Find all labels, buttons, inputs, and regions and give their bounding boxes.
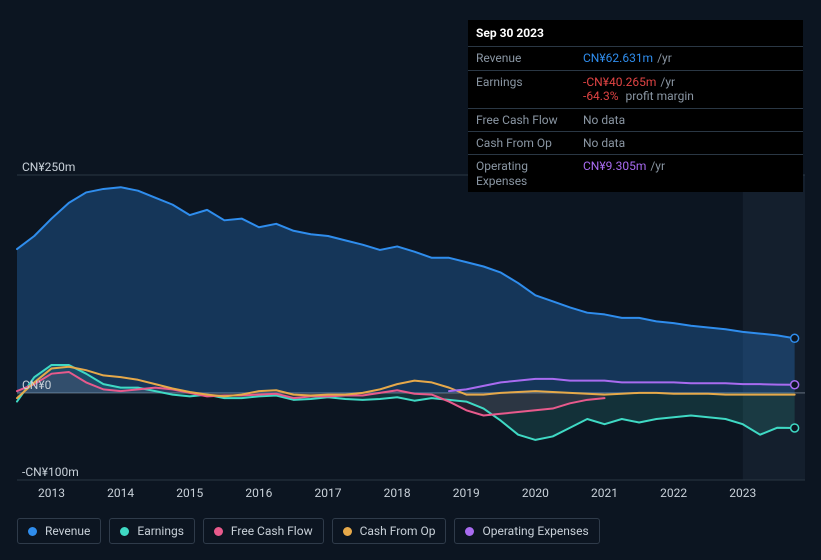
legend-item-operating-expenses[interactable]: Operating Expenses: [454, 518, 599, 544]
legend-label: Revenue: [45, 524, 90, 538]
x-axis-tick: 2018: [384, 486, 411, 500]
tooltip-row-value: CN¥9.305m/yr: [583, 155, 803, 192]
x-axis-tick: 2020: [522, 486, 549, 500]
legend-swatch: [343, 527, 352, 536]
x-axis-tick: 2021: [591, 486, 618, 500]
legend-label: Operating Expenses: [482, 524, 588, 538]
tooltip-row-value: No data: [583, 109, 803, 131]
tooltip-row-label: Earnings: [468, 71, 583, 108]
tooltip-row-value: No data: [583, 132, 803, 154]
x-axis-tick: 2022: [660, 486, 687, 500]
tooltip-row-label: Revenue: [468, 47, 583, 69]
legend-swatch: [465, 527, 474, 536]
y-axis-label: CN¥250m: [22, 160, 75, 174]
tooltip-date: Sep 30 2023: [468, 20, 803, 47]
legend-item-free-cash-flow[interactable]: Free Cash Flow: [203, 518, 324, 544]
chart-tooltip: Sep 30 2023 RevenueCN¥62.631m/yrEarnings…: [468, 20, 803, 192]
x-axis-tick: 2016: [245, 486, 272, 500]
tooltip-row: RevenueCN¥62.631m/yr: [468, 47, 803, 70]
tooltip-row: Earnings-CN¥40.265m/yr-64.3% profit marg…: [468, 71, 803, 109]
x-axis-tick: 2019: [453, 486, 480, 500]
legend-swatch: [120, 527, 129, 536]
legend-item-revenue[interactable]: Revenue: [17, 518, 101, 544]
tooltip-row: Cash From OpNo data: [468, 132, 803, 155]
legend-label: Free Cash Flow: [231, 524, 313, 538]
tooltip-row: Operating ExpensesCN¥9.305m/yr: [468, 155, 803, 192]
tooltip-row-label: Operating Expenses: [468, 155, 583, 192]
legend-item-earnings[interactable]: Earnings: [109, 518, 195, 544]
legend-label: Earnings: [137, 524, 184, 538]
x-axis-tick: 2023: [729, 486, 756, 500]
x-axis-tick: 2014: [107, 486, 134, 500]
tooltip-row-value: CN¥62.631m/yr: [583, 47, 803, 69]
financial-chart: CN¥250m CN¥0 -CN¥100m 2013 2014 2015 2016 20…: [0, 0, 821, 560]
y-axis-label: -CN¥100m: [22, 465, 79, 479]
tooltip-row-label: Free Cash Flow: [468, 109, 583, 131]
y-axis-label: CN¥0: [22, 378, 51, 392]
chart-legend: Revenue Earnings Free Cash Flow Cash From O…: [17, 518, 600, 544]
x-axis-tick: 2013: [38, 486, 65, 500]
tooltip-row-label: Cash From Op: [468, 132, 583, 154]
x-axis-tick: 2017: [315, 486, 342, 500]
legend-item-cash-from-op[interactable]: Cash From Op: [332, 518, 447, 544]
legend-swatch: [28, 527, 37, 536]
legend-label: Cash From Op: [360, 524, 436, 538]
x-axis-tick: 2015: [176, 486, 203, 500]
tooltip-row-value: -CN¥40.265m/yr-64.3% profit margin: [583, 71, 803, 108]
tooltip-row: Free Cash FlowNo data: [468, 109, 803, 132]
legend-swatch: [214, 527, 223, 536]
